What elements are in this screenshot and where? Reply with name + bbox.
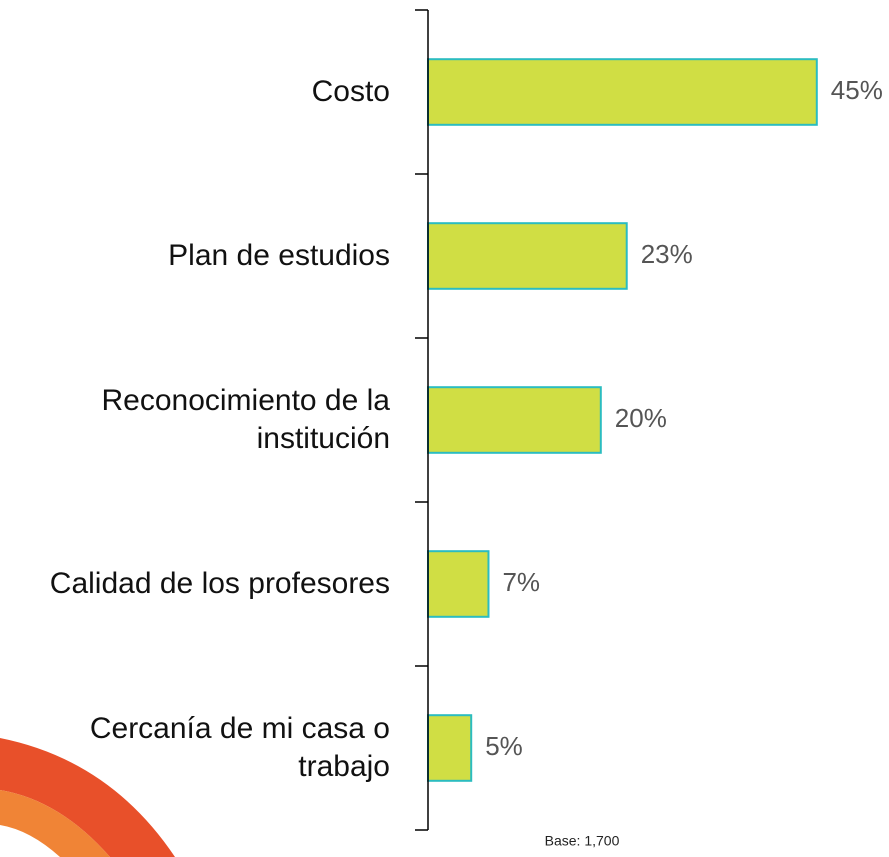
category-label: Reconocimiento de la institución	[101, 384, 390, 455]
bar	[427, 714, 473, 782]
category-label: Calidad de los profesores	[49, 567, 390, 600]
decoration	[0, 738, 175, 857]
value-label: 20%	[615, 403, 667, 433]
category-label: Plan de estudios	[168, 239, 390, 272]
bar	[427, 386, 602, 454]
value-label: 45%	[831, 75, 883, 105]
bar	[427, 58, 818, 126]
category-label: Cercanía de mi casa o trabajo	[89, 712, 390, 783]
bar	[427, 550, 490, 618]
category-label: Costo	[311, 75, 390, 108]
value-label: 5%	[485, 731, 523, 761]
decoration	[0, 790, 110, 857]
footnote: Base: 1,700	[545, 833, 620, 849]
value-label: 7%	[502, 567, 540, 597]
value-label: 23%	[641, 239, 693, 269]
bar	[427, 222, 628, 290]
